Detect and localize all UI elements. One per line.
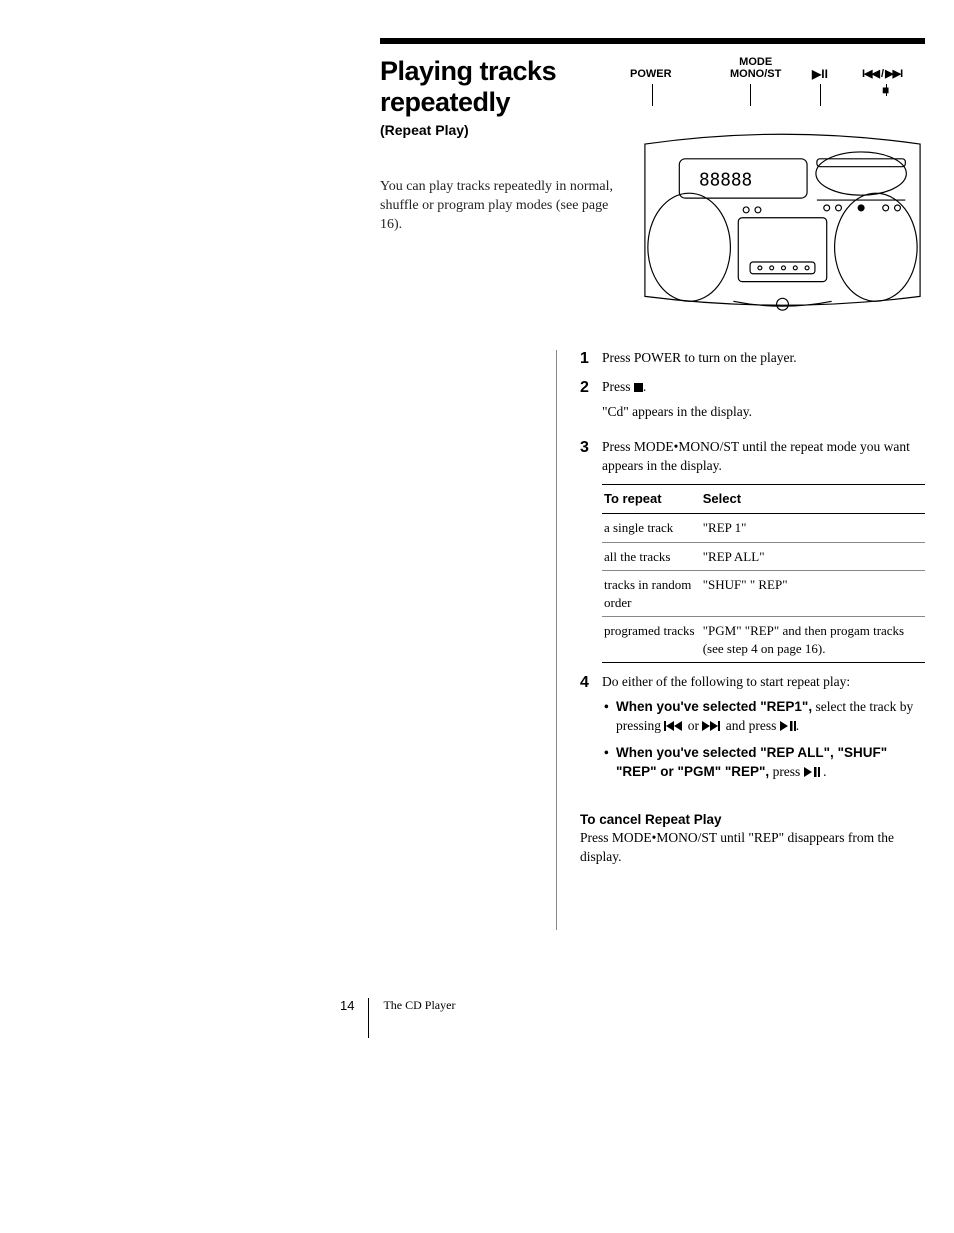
table-row: a single track "REP 1": [602, 513, 925, 542]
top-rule: [380, 38, 925, 44]
table-cell: "PGM" "REP" and then progam tracks (see …: [701, 617, 925, 663]
cancel-heading: To cancel Repeat Play: [580, 812, 925, 827]
table-cell: tracks in random order: [602, 571, 701, 617]
step-text: Press .: [602, 378, 925, 397]
step-text: Press MODE•MONO/ST until the repeat mode…: [602, 438, 925, 476]
page-footer: 14 The CD Player: [340, 998, 455, 1038]
svg-text:88888: 88888: [699, 170, 752, 190]
section-name: The CD Player: [383, 998, 455, 1013]
bullet-item: When you've selected "REP1", select the …: [602, 698, 925, 736]
step-text: Press POWER to turn on the player.: [602, 349, 925, 368]
text: or: [684, 718, 702, 733]
table-row: tracks in random order "SHUF" " REP": [602, 571, 925, 617]
prev-track-icon: [664, 721, 684, 731]
text: .: [643, 379, 646, 394]
label-playpause: ▶II: [812, 68, 828, 81]
intro-paragraph: You can play tracks repeatedly in normal…: [380, 178, 620, 235]
boombox-illustration: 88888: [640, 90, 925, 316]
tick-line: [886, 84, 887, 96]
step-body: Press MODE•MONO/ST until the repeat mode…: [602, 438, 925, 663]
bullet-item: When you've selected "REP ALL", "SHUF" "…: [602, 744, 925, 782]
step-number: 3: [580, 438, 602, 663]
title-line-1: Playing tracks: [380, 56, 556, 86]
step-number: 1: [580, 349, 602, 368]
label-skip: I◀◀ / ▶▶I: [862, 68, 902, 80]
table-row: programed tracks "PGM" "REP" and then pr…: [602, 617, 925, 663]
cancel-text: Press MODE•MONO/ST until "REP" disappear…: [580, 829, 925, 867]
stop-icon: [634, 383, 643, 392]
page-content: Playing tracks repeatedly (Repeat Play) …: [380, 38, 925, 866]
bold-text: When you've selected "REP ALL", "SHUF" "…: [616, 745, 887, 779]
table-cell: a single track: [602, 513, 701, 542]
step-sub-text: "Cd" appears in the display.: [602, 403, 925, 422]
text: Press: [602, 379, 634, 394]
step-1: 1 Press POWER to turn on the player.: [580, 349, 925, 368]
device-diagram: POWER MODE MONO/ST ▶II I◀◀ / ▶▶I ■: [640, 56, 925, 321]
page-number: 14: [340, 998, 354, 1013]
header-row: Playing tracks repeatedly (Repeat Play) …: [380, 56, 925, 321]
step-text: Do either of the following to start repe…: [602, 673, 925, 692]
page-title: Playing tracks repeatedly: [380, 56, 620, 118]
table-row: all the tracks "REP ALL": [602, 542, 925, 571]
table-cell: "REP ALL": [701, 542, 925, 571]
text: .: [796, 718, 799, 733]
text: and press: [722, 718, 779, 733]
table-cell: "SHUF" " REP": [701, 571, 925, 617]
label-mode-line2: MONO/ST: [730, 68, 781, 80]
play-pause-icon: [780, 721, 796, 731]
next-track-icon: [702, 721, 722, 731]
title-block: Playing tracks repeatedly (Repeat Play) …: [380, 56, 620, 321]
step-body: Do either of the following to start repe…: [602, 673, 925, 789]
repeat-mode-table: To repeat Select a single track "REP 1" …: [602, 484, 925, 663]
table-header: Select: [701, 484, 925, 513]
title-line-2: repeatedly: [380, 87, 510, 117]
step-3: 3 Press MODE•MONO/ST until the repeat mo…: [580, 438, 925, 663]
step-number: 2: [580, 378, 602, 428]
text: press: [769, 764, 804, 779]
step-number: 4: [580, 673, 602, 789]
play-pause-icon: [804, 767, 820, 777]
tick-line: [750, 84, 751, 106]
step-bullets: When you've selected "REP1", select the …: [602, 698, 925, 782]
table-cell: all the tracks: [602, 542, 701, 571]
bold-text: When you've selected "REP1",: [616, 699, 812, 714]
text: .: [820, 764, 827, 779]
label-mode-line1: MODE: [739, 56, 772, 68]
footer-separator: [368, 998, 369, 1038]
page-subtitle: (Repeat Play): [380, 122, 620, 138]
table-cell: programed tracks: [602, 617, 701, 663]
label-power: POWER: [630, 68, 672, 80]
step-4: 4 Do either of the following to start re…: [580, 673, 925, 789]
table-cell: "REP 1": [701, 513, 925, 542]
tick-line: [652, 84, 653, 106]
step-2: 2 Press . "Cd" appears in the display.: [580, 378, 925, 428]
diagram-labels: POWER MODE MONO/ST ▶II I◀◀ / ▶▶I ■: [640, 56, 925, 90]
label-mode: MODE MONO/ST: [730, 56, 781, 80]
tick-line: [820, 84, 821, 106]
table-header: To repeat: [602, 484, 701, 513]
step-body: Press . "Cd" appears in the display.: [602, 378, 925, 428]
instruction-steps: 1 Press POWER to turn on the player. 2 P…: [580, 349, 925, 866]
